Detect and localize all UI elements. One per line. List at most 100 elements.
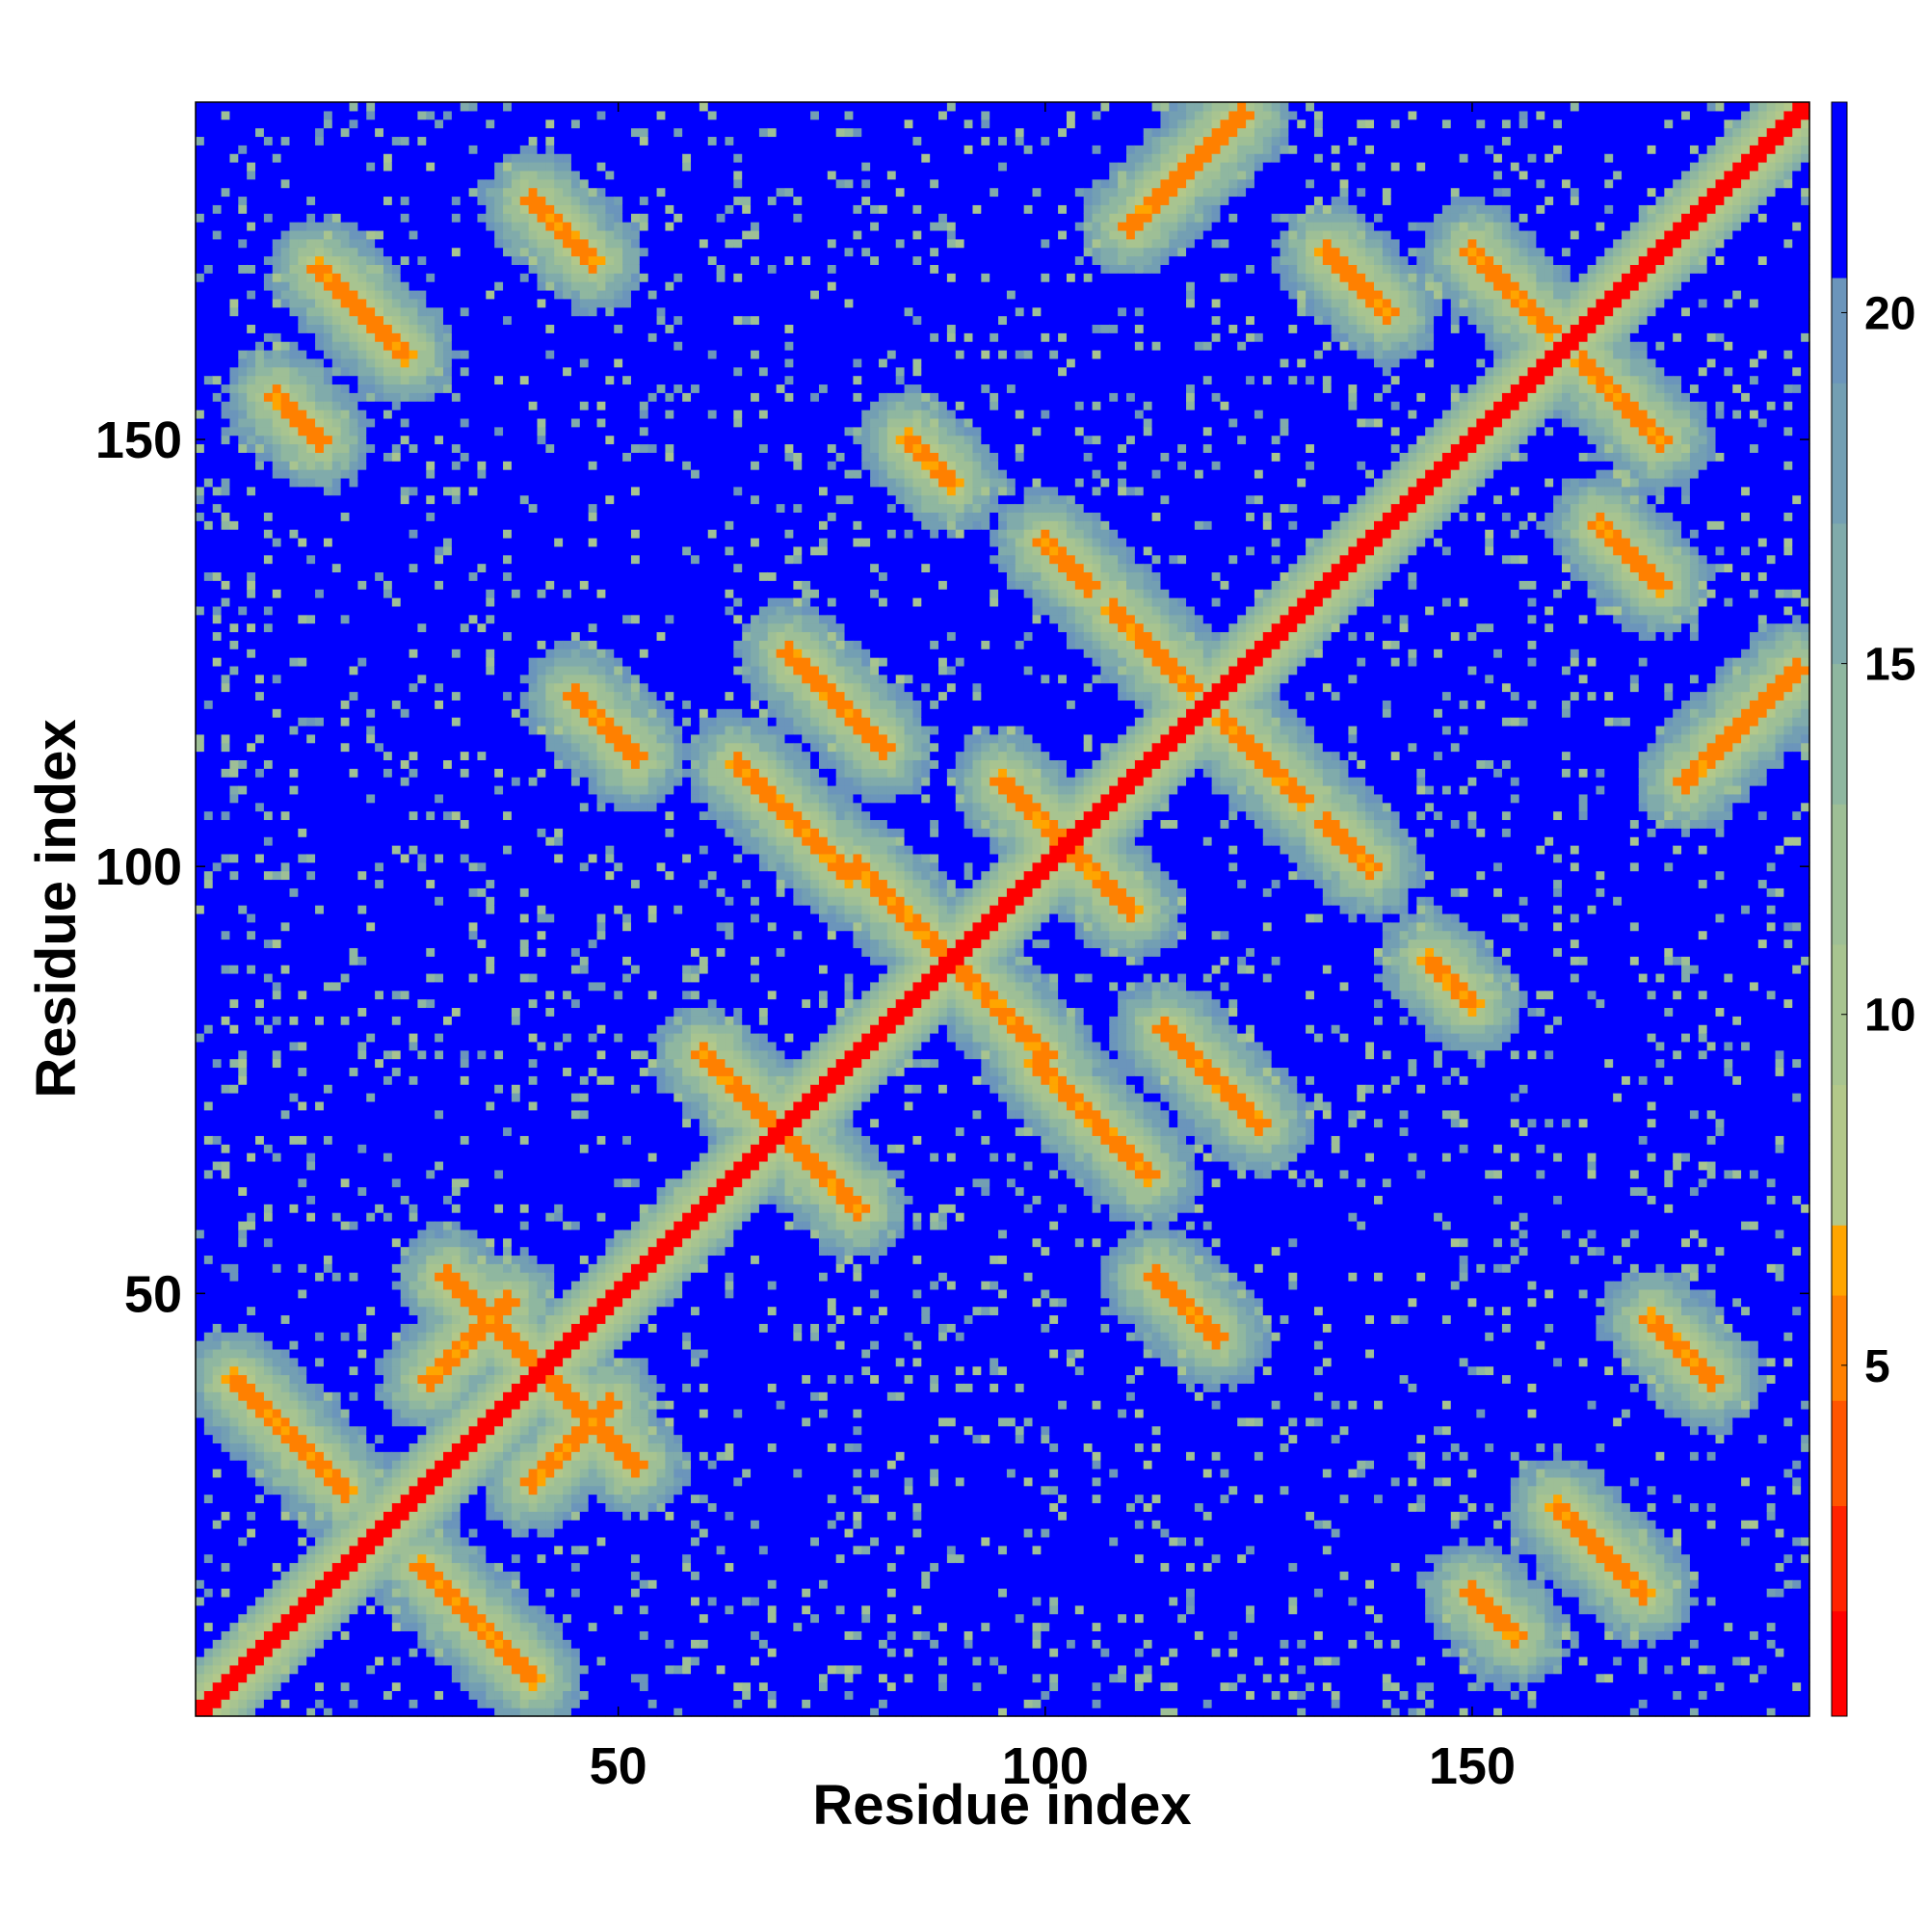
heatmap-cell	[255, 1307, 264, 1315]
heatmap-cell	[196, 896, 204, 905]
heatmap-cell	[273, 1152, 281, 1161]
heatmap-cell	[213, 538, 222, 546]
heatmap-cell	[204, 1426, 213, 1435]
heatmap-cell	[298, 1263, 306, 1272]
heatmap-cell	[298, 1537, 306, 1546]
heatmap-cell	[315, 1349, 324, 1358]
heatmap-cell	[238, 991, 247, 999]
heatmap-cell	[222, 196, 230, 204]
heatmap-cell	[238, 1605, 247, 1614]
heatmap-cell	[229, 1007, 238, 1016]
heatmap-cell	[213, 708, 222, 717]
heatmap-cell	[222, 991, 230, 999]
heatmap-cell	[204, 1230, 213, 1238]
heatmap-cell	[196, 1588, 204, 1597]
heatmap-cell	[264, 631, 273, 640]
heatmap-cell	[281, 1042, 290, 1050]
heatmap-cell	[196, 717, 204, 726]
heatmap-cell	[238, 999, 247, 1008]
heatmap-cell	[273, 307, 281, 316]
heatmap-cell	[238, 461, 247, 469]
heatmap-cell	[213, 1042, 222, 1050]
heatmap-cell	[264, 1375, 273, 1384]
heatmap-cell	[204, 982, 213, 991]
heatmap-cell	[289, 367, 298, 376]
heatmap-cell	[247, 1221, 255, 1230]
heatmap-cell	[273, 1230, 281, 1238]
heatmap-cell	[204, 111, 213, 119]
heatmap-cell	[213, 1230, 222, 1238]
heatmap-cell	[229, 879, 238, 887]
heatmap-cell	[281, 1358, 290, 1366]
heatmap-cell	[264, 332, 273, 341]
heatmap-cell	[255, 264, 264, 273]
heatmap-cell	[222, 1101, 230, 1110]
heatmap-cell	[273, 692, 281, 701]
heatmap-cell	[298, 1460, 306, 1469]
heatmap-cell	[196, 683, 204, 692]
heatmap-cell	[289, 248, 298, 256]
heatmap-cell	[247, 1059, 255, 1068]
heatmap-cell	[298, 1323, 306, 1332]
heatmap-cell	[315, 401, 324, 410]
heatmap-cell	[238, 1400, 247, 1409]
heatmap-cell	[222, 597, 230, 606]
heatmap-cell	[306, 1623, 315, 1631]
heatmap-cell	[229, 256, 238, 265]
heatmap-cell	[315, 905, 324, 913]
heatmap-cell	[273, 1298, 281, 1307]
heatmap-cell	[264, 1178, 273, 1187]
heatmap-cell	[213, 1152, 222, 1161]
heatmap-cell	[255, 828, 264, 836]
heatmap-cell	[298, 675, 306, 683]
heatmap-cell	[306, 145, 315, 153]
heatmap-cell	[247, 538, 255, 546]
heatmap-cell	[315, 947, 324, 956]
heatmap-cell	[204, 640, 213, 648]
heatmap-cell	[289, 188, 298, 197]
heatmap-cell	[213, 615, 222, 623]
heatmap-cell	[213, 1442, 222, 1451]
heatmap-cell	[238, 623, 247, 632]
heatmap-cell	[273, 564, 281, 572]
heatmap-cell	[196, 1665, 204, 1674]
heatmap-cell	[306, 1546, 315, 1554]
heatmap-cell	[264, 675, 273, 683]
heatmap-cell	[264, 1187, 273, 1196]
heatmap-cell	[196, 940, 204, 948]
heatmap-cell	[213, 341, 222, 350]
heatmap-cell	[247, 444, 255, 453]
heatmap-cell	[255, 1221, 264, 1230]
heatmap-cell	[196, 871, 204, 880]
heatmap-cell	[229, 307, 238, 316]
heatmap-cell	[289, 162, 298, 171]
heatmap-cell	[306, 1665, 315, 1674]
heatmap-cell	[247, 973, 255, 982]
heatmap-cell	[247, 1562, 255, 1571]
heatmap-cell	[229, 1024, 238, 1033]
heatmap-cell	[306, 307, 315, 316]
heatmap-cell	[255, 188, 264, 197]
heatmap-cell	[255, 512, 264, 520]
heatmap-cell	[298, 836, 306, 845]
heatmap-cell	[264, 606, 273, 615]
heatmap-cell	[298, 1597, 306, 1605]
heatmap-cell	[204, 512, 213, 520]
heatmap-cell	[204, 162, 213, 171]
heatmap-cell	[247, 564, 255, 572]
heatmap-cell	[222, 871, 230, 880]
heatmap-cell	[255, 444, 264, 453]
heatmap-cell	[229, 947, 238, 956]
heatmap-cell	[238, 683, 247, 692]
heatmap-cell	[204, 759, 213, 768]
heatmap-cell	[298, 708, 306, 717]
heatmap-cell	[196, 1007, 204, 1016]
heatmap-cell	[222, 759, 230, 768]
heatmap-cell	[196, 384, 204, 392]
heatmap-cell	[264, 427, 273, 436]
heatmap-cell	[222, 675, 230, 683]
heatmap-cell	[264, 1571, 273, 1579]
heatmap-cell	[255, 1588, 264, 1597]
heatmap-cell	[229, 1409, 238, 1417]
heatmap-cell	[255, 1656, 264, 1665]
